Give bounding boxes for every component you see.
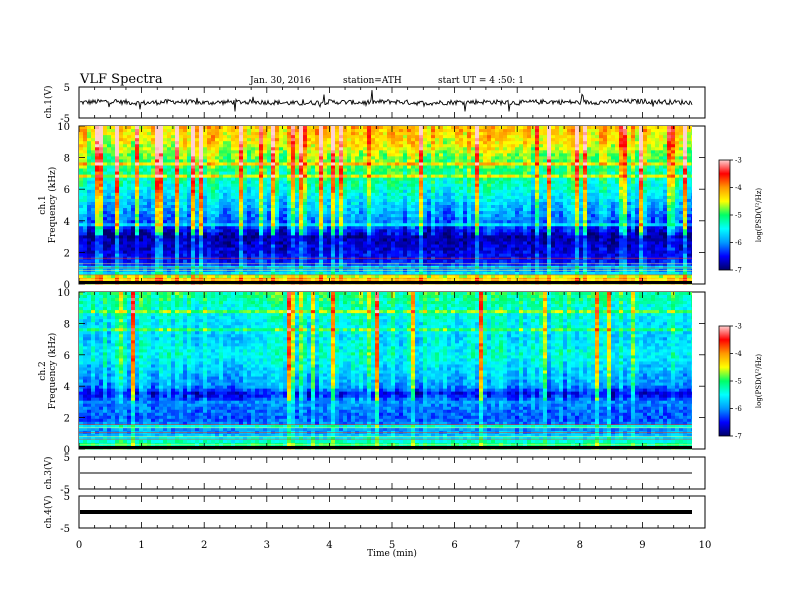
x-tick-label: 6 <box>451 540 457 551</box>
y-tick-label: 8 <box>64 154 70 165</box>
x-tick-label: 7 <box>514 540 520 551</box>
colorbar-tick-label: -3 <box>735 157 742 165</box>
colorbar-tick-label: -6 <box>735 239 742 247</box>
x-tick-label: 2 <box>201 540 207 551</box>
ch1-spectrogram-image <box>79 126 692 285</box>
x-axis-label: Time (min) <box>367 548 417 559</box>
ch3-waveform-ylabel: ch.3(V) <box>43 457 54 490</box>
y-tick-label: -5 <box>60 524 70 535</box>
x-tick-label: 9 <box>639 540 645 551</box>
y-tick-label: 4 <box>64 217 70 228</box>
ch1-waveform-ylabel: ch.1(V) <box>43 86 54 119</box>
y-tick-label: 6 <box>64 185 70 196</box>
header-station: station=ATH <box>343 76 402 86</box>
y-tick-label: 10 <box>57 288 70 299</box>
y-tick-label: 0 <box>64 445 70 456</box>
ch1-waveform-line <box>79 90 693 112</box>
y-tick-label: 2 <box>64 248 70 259</box>
y-tick-label: -5 <box>60 114 70 125</box>
ch2-spectrogram-image <box>79 292 692 450</box>
axis-ticks <box>78 87 706 528</box>
x-tick-label: 1 <box>138 540 144 551</box>
ch4-waveform-ylabel: ch.4(V) <box>43 496 54 529</box>
colorbar-tick-label: -4 <box>735 184 742 192</box>
colorbar-gradient <box>718 159 731 271</box>
colorbar-tick-label: -4 <box>735 350 742 358</box>
ch1-waveform-series <box>79 90 693 112</box>
colorbar-tick-label: -5 <box>735 212 742 220</box>
y-tick-label: 5 <box>64 492 70 503</box>
x-tick-label: 8 <box>577 540 583 551</box>
header-start-time: start UT = 4 :50: 1 <box>438 76 524 86</box>
colorbar-tick-label: -5 <box>735 378 742 386</box>
ch2-colorbar: -3 -4 -5 -6 -7 log(PSD(V²/Hz) <box>718 323 763 441</box>
colorbar-tick-label: -6 <box>735 405 742 413</box>
ch2-spectrogram-ylabel: ch.2Frequency (kHz) <box>38 333 58 410</box>
x-tick-label: 5 <box>389 540 395 551</box>
x-tick-label: 10 <box>699 540 712 551</box>
y-tick-label: 4 <box>64 382 70 393</box>
y-tick-label: 5 <box>64 453 70 464</box>
x-tick-label: 0 <box>76 540 82 551</box>
ch1-spectrogram-ylabel: ch.1Frequency (kHz) <box>38 167 58 244</box>
y-tick-label: -5 <box>60 485 70 496</box>
x-tick-label: 4 <box>326 540 332 551</box>
colorbar-label: log(PSD(V²/Hz) <box>755 354 763 409</box>
y-tick-label: 10 <box>57 122 70 133</box>
colorbar-label: log(PSD(V²/Hz) <box>755 188 763 243</box>
header-date: Jan. 30, 2016 <box>249 76 311 86</box>
y-tick-label: 5 <box>64 83 70 94</box>
ch1-colorbar: -3 -4 -5 -6 -7 log(PSD(V²/Hz) <box>718 157 763 275</box>
y-tick-label: 0 <box>64 280 70 291</box>
y-tick-label: 2 <box>64 414 70 425</box>
colorbar-tick-label: -7 <box>735 433 742 441</box>
y-tick-label: 8 <box>64 319 70 330</box>
colorbar-tick-label: -7 <box>735 267 742 275</box>
y-tick-label: 6 <box>64 351 70 362</box>
figure-title: VLF Spectra <box>79 72 163 87</box>
x-tick-label: 3 <box>264 540 270 551</box>
colorbar-gradient <box>718 325 731 437</box>
colorbar-tick-label: -3 <box>735 323 742 331</box>
